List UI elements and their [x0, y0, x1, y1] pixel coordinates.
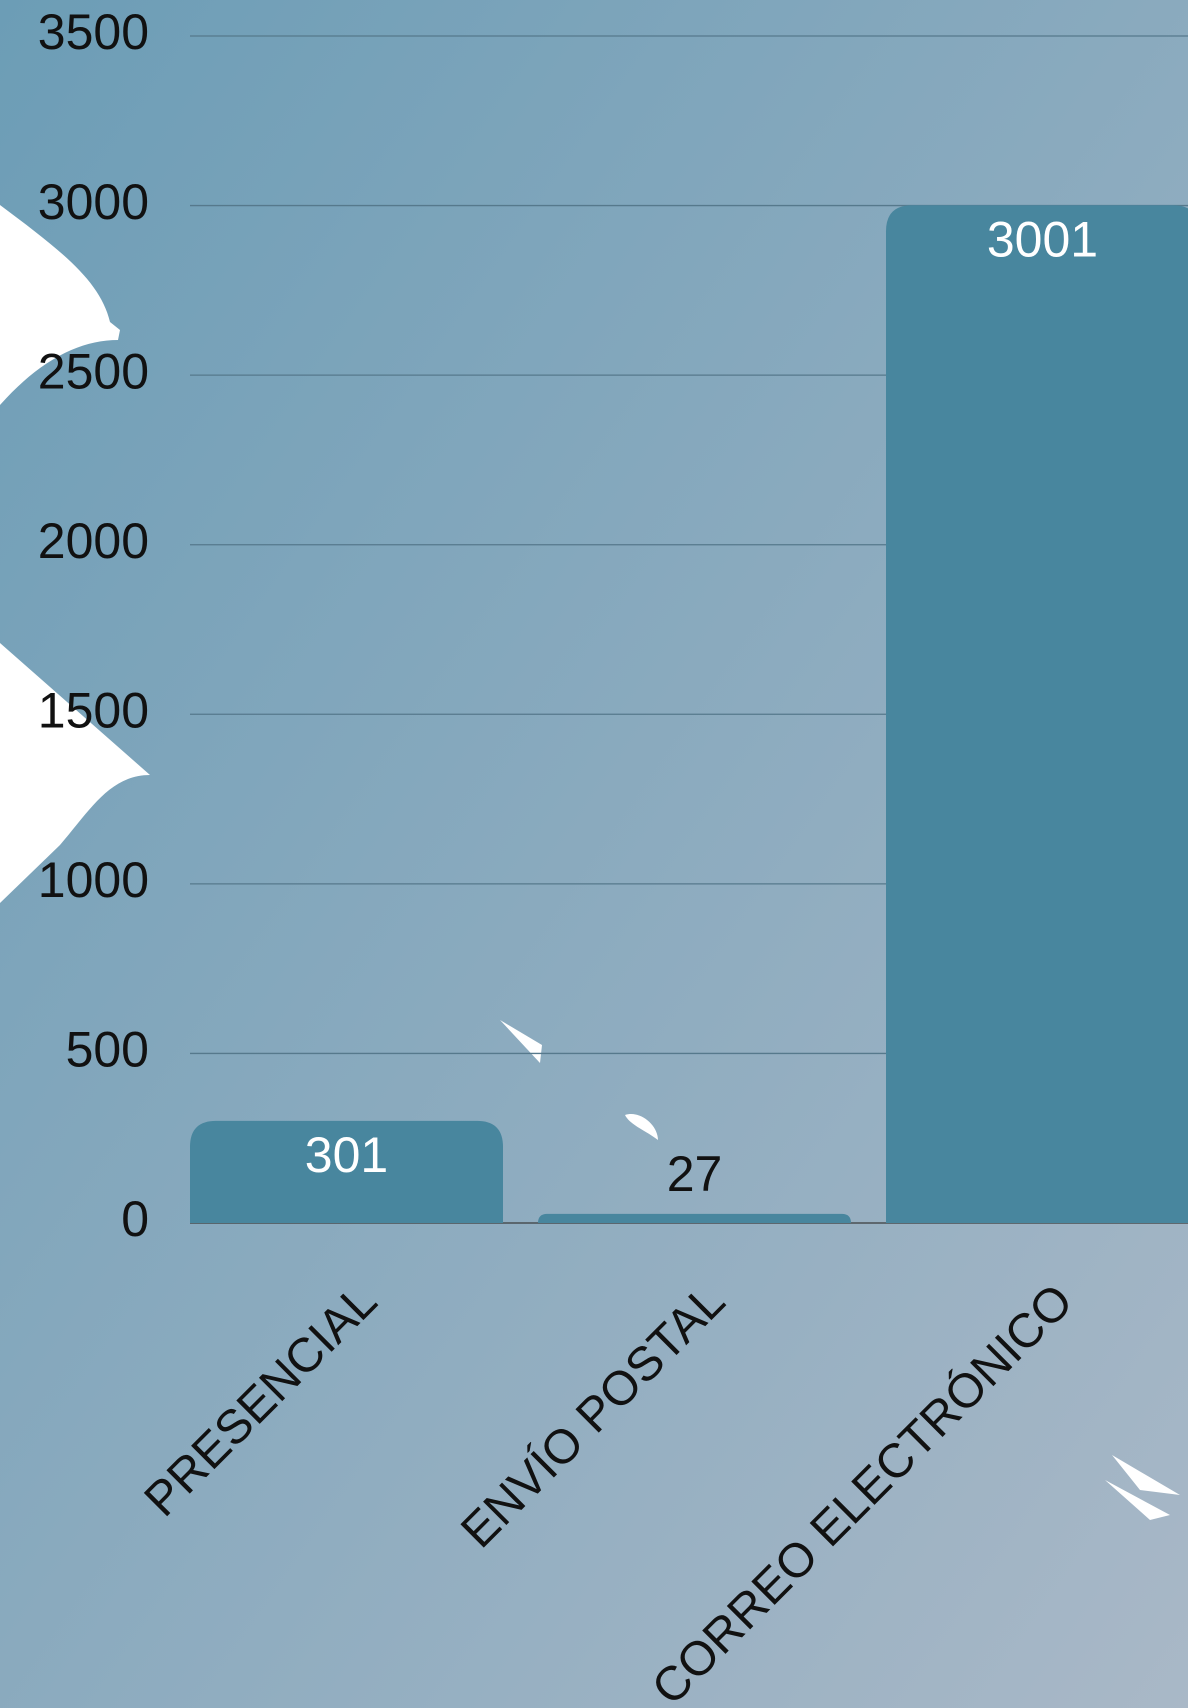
y-tick-label: 0 [121, 1191, 149, 1247]
decoration [1105, 1455, 1180, 1520]
y-tick-label: 1500 [38, 682, 149, 738]
bar [538, 1213, 851, 1223]
decoration [625, 1114, 658, 1140]
y-tick-label: 2500 [38, 343, 149, 399]
y-tick-label: 2000 [38, 513, 149, 569]
decoration [0, 205, 120, 405]
value-label: 301 [305, 1127, 388, 1183]
decoration [500, 1020, 542, 1063]
y-tick-label: 3500 [38, 4, 149, 60]
bar [190, 1120, 503, 1223]
y-tick-label: 3000 [38, 174, 149, 230]
value-label: 3001 [987, 211, 1098, 267]
y-tick-label: 500 [66, 1022, 149, 1078]
value-label: 27 [667, 1146, 723, 1202]
bar [886, 205, 1188, 1223]
y-tick-label: 1000 [38, 852, 149, 908]
decoration [0, 643, 150, 903]
